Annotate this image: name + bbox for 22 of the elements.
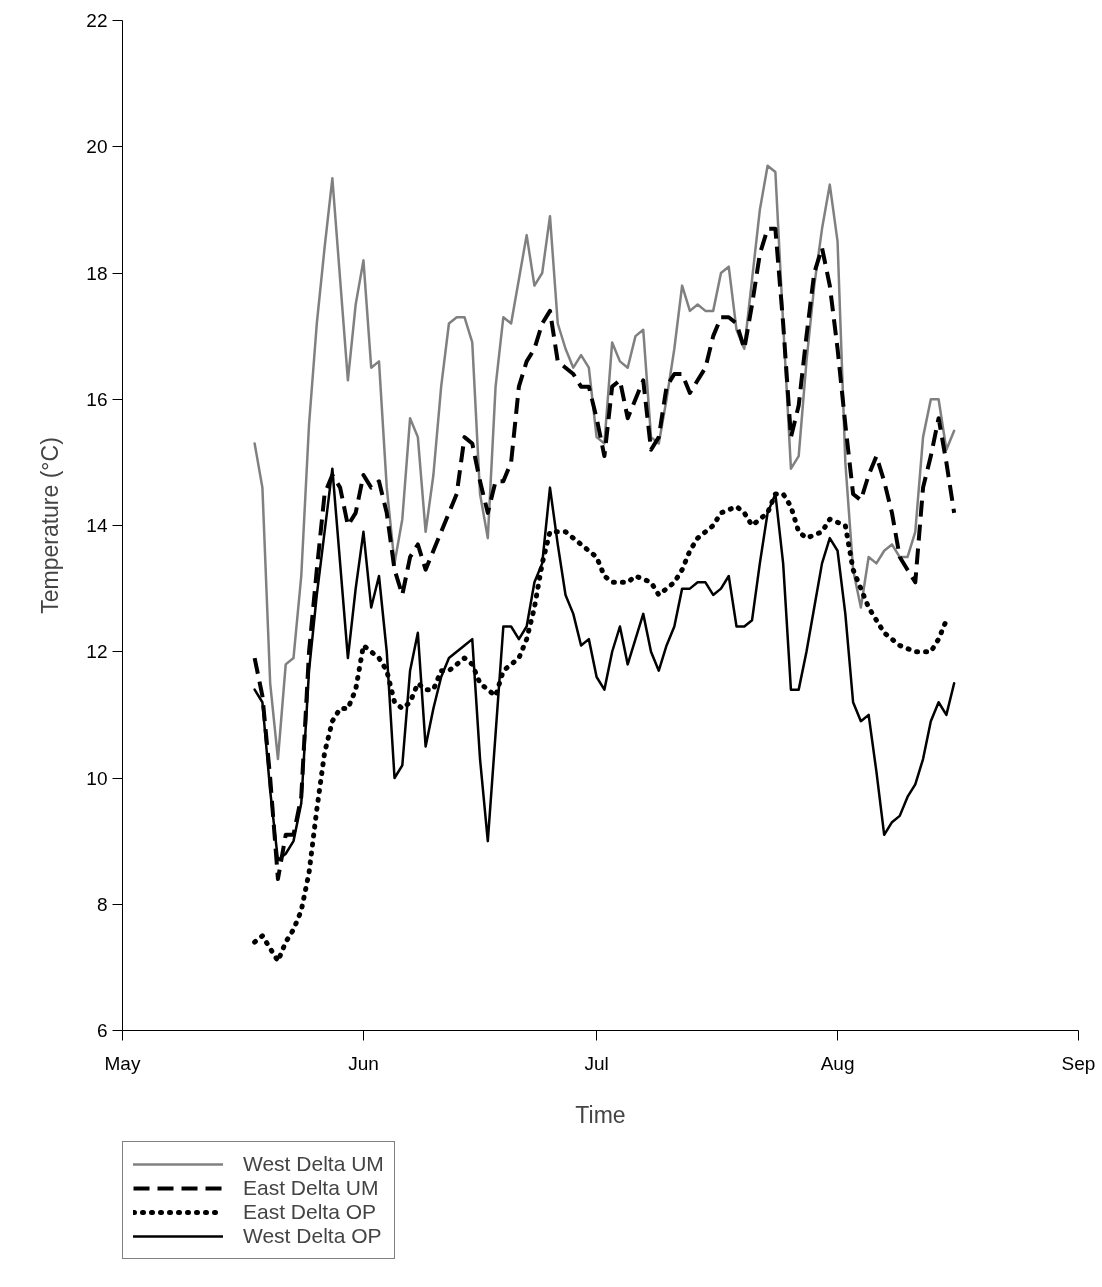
x-tick-label: Jun [348,1052,379,1074]
legend-label: West Delta UM [243,1152,384,1176]
y-tick-label: 12 [86,641,108,663]
y-tick-label: 22 [86,10,108,31]
y-tick-label: 20 [86,136,108,158]
y-tick-label: 6 [96,1020,108,1041]
x-tick-label: Jul [584,1052,609,1074]
line-series [252,226,957,881]
y-tick-label: 8 [96,893,108,915]
x-axis-title: Time [575,1101,626,1128]
y-tick-label: 18 [86,262,108,284]
y-tick-label: 16 [86,388,108,410]
legend-label: East Delta OP [243,1200,377,1224]
x-tick-label: Sep [1061,1052,1096,1074]
legend-label: East Delta UM [243,1176,379,1200]
legend-label: West Delta OP [243,1224,382,1248]
line-series [253,164,956,761]
x-tick-label: Aug [820,1052,855,1074]
y-tick-label: 10 [86,767,108,789]
x-tick-label: May [104,1052,141,1074]
y-tick-label: 14 [86,515,108,536]
y-axis-title: Temperature (°C) [37,437,64,614]
